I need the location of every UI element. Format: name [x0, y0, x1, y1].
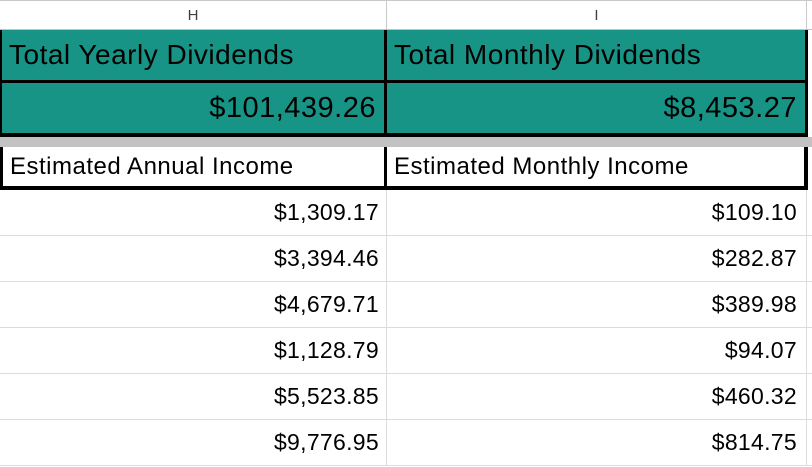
- table-row: $9,776.95 $814.75: [0, 420, 812, 466]
- cell-annual-income-5[interactable]: $9,776.95: [0, 420, 387, 465]
- table-row: $1,128.79 $94.07: [0, 328, 812, 374]
- cell-monthly-income-5[interactable]: $814.75: [387, 420, 807, 465]
- table-row: $1,309.17 $109.10: [0, 190, 812, 236]
- column-header-sliver: [807, 1, 812, 29]
- cell-monthly-income-4[interactable]: $460.32: [387, 374, 807, 419]
- cell-monthly-income-2[interactable]: $389.98: [387, 282, 807, 327]
- cell-annual-income-3[interactable]: $1,128.79: [0, 328, 387, 373]
- cell-total-monthly-dividends-label[interactable]: Total Monthly Dividends: [394, 39, 702, 70]
- table-row: $4,679.71 $389.98: [0, 282, 812, 328]
- cell-total-yearly-dividends-label[interactable]: Total Yearly Dividends: [2, 30, 387, 80]
- column-header-h[interactable]: H: [0, 1, 387, 29]
- table-row: $5,523.85 $460.32: [0, 374, 812, 420]
- cell-annual-income-2[interactable]: $4,679.71: [0, 282, 387, 327]
- cell-monthly-income-3[interactable]: $94.07: [387, 328, 807, 373]
- cell-total-monthly-dividends-value[interactable]: $8,453.27: [663, 91, 797, 124]
- cell-estimated-monthly-income-header[interactable]: Estimated Monthly Income: [394, 152, 689, 180]
- column-header-i[interactable]: I: [387, 1, 807, 29]
- cell-total-yearly-dividends-value[interactable]: $101,439.26: [2, 83, 387, 133]
- income-data-rows: $1,309.17 $109.10 $3,394.46 $282.87 $4,6…: [0, 190, 812, 467]
- column-header-i-label: I: [594, 6, 599, 24]
- cell-annual-income-4[interactable]: $5,523.85: [0, 374, 387, 419]
- column-header-strip: H I: [0, 0, 812, 30]
- totals-label-row: Total Yearly Dividends Total Monthly Div…: [2, 30, 805, 83]
- cell-estimated-annual-income-header[interactable]: Estimated Annual Income: [3, 147, 387, 186]
- table-row: $3,394.46 $282.87: [0, 236, 812, 282]
- column-header-h-label: H: [187, 6, 199, 24]
- income-header-row: Estimated Annual Income Estimated Monthl…: [0, 147, 808, 190]
- hidden-rows-strip: [0, 137, 812, 147]
- cell-monthly-income-1[interactable]: $282.87: [387, 236, 807, 281]
- cell-annual-income-0[interactable]: $1,309.17: [0, 190, 387, 235]
- cell-monthly-income-0[interactable]: $109.10: [387, 190, 807, 235]
- cell-annual-income-1[interactable]: $3,394.46: [0, 236, 387, 281]
- totals-value-row: $101,439.26 $8,453.27: [2, 83, 805, 133]
- totals-block: Total Yearly Dividends Total Monthly Div…: [0, 30, 808, 137]
